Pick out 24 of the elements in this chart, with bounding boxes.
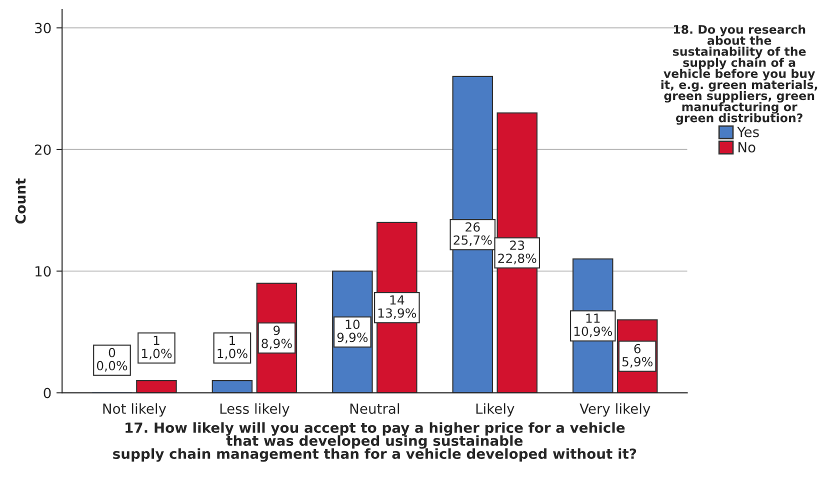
data-label: 9 8,9%	[262, 326, 292, 350]
y-tick-label: 0	[44, 388, 51, 398]
x-tick-label: Not likely	[103, 403, 166, 417]
data-label: 23 22,8%	[498, 240, 536, 264]
data-label: 1 1,0%	[218, 336, 248, 360]
x-tick-label: Likely	[476, 403, 514, 417]
y-tick-label: 10	[36, 266, 51, 277]
data-label: 0 0,0%	[96, 348, 128, 372]
x-tick-label: Very likely	[580, 403, 650, 417]
data-label: 11 10,9%	[574, 314, 612, 338]
y-axis-title: Count	[15, 178, 26, 224]
y-tick-label: 30	[35, 22, 51, 34]
data-label: 6 5,9%	[622, 344, 653, 368]
text: 18. Do you research about the sustainability of the supply chain of a vehicle before you buy it, e.g. green materials, green suppliers, green manufacturing or green distribution?	[661, 24, 818, 125]
x-tick-label: Neutral	[350, 403, 399, 414]
y-tick-label: 20	[35, 144, 51, 155]
data-label: 14 13,9%	[378, 295, 416, 320]
data-label: 1 1,0%	[142, 336, 172, 360]
data-label: 10 9,9%	[337, 320, 368, 344]
legend-label: Yes	[737, 126, 759, 138]
legend-label: No	[738, 142, 756, 153]
x-tick-label: Less likely	[220, 403, 290, 417]
x-axis-title: 17. How likely will you accept to pay a higher price for a vehicle that was developed using sustainable supply chain management than for a vehicle developed without it?	[113, 422, 636, 462]
data-label: 26 25,7%	[454, 222, 492, 246]
